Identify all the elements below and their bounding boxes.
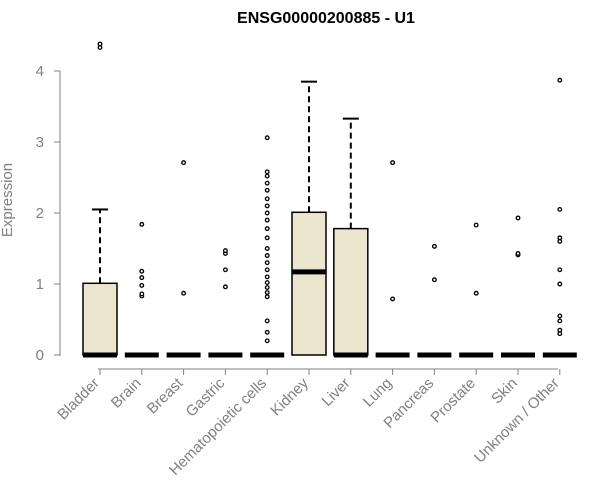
outlier-point (515, 215, 521, 221)
outlier-point (264, 246, 270, 251)
x-tick-label: Bladder (54, 375, 103, 424)
outlier-point (431, 277, 437, 283)
box-skin (501, 215, 535, 358)
outlier-point (139, 282, 145, 288)
outlier-point (264, 253, 270, 259)
x-tick-label: Prostate (427, 375, 479, 427)
outlier-point (264, 169, 270, 175)
outlier-point (264, 196, 270, 202)
y-tick-label: 3 (36, 134, 44, 151)
x-tick-label: Lung (360, 375, 396, 411)
outlier-point (515, 251, 521, 256)
box-kidney (291, 80, 327, 356)
box-breast (166, 160, 201, 358)
box-gastric (208, 248, 243, 358)
outlier-point (264, 290, 270, 295)
outlier-point (139, 268, 145, 274)
outlier-point (390, 296, 396, 302)
outlier-point (557, 206, 563, 212)
chart-title: ENSG00000200885 - U1 (237, 10, 415, 27)
outlier-point (473, 222, 479, 228)
outlier-point (264, 135, 270, 141)
box-prostate (459, 222, 494, 358)
outlier-point (264, 294, 270, 300)
outlier-point (264, 210, 270, 216)
x-tick-label: Kidney (267, 374, 312, 419)
box-body (333, 227, 369, 356)
y-tick-label: 0 (36, 347, 44, 364)
outlier-point (264, 235, 270, 241)
outlier-point (264, 217, 270, 223)
box-brain (124, 221, 159, 358)
outlier-point (139, 275, 145, 281)
box-pancreas (417, 243, 452, 358)
y-axis-ticks: 0 1 2 3 4 (36, 63, 60, 364)
outlier-point (557, 327, 563, 333)
y-axis-title: Expression (0, 163, 16, 237)
outlier-point (139, 291, 145, 297)
outlier-point (264, 267, 270, 273)
outlier-point (264, 285, 270, 290)
outlier-point (181, 290, 187, 296)
box-bladder (82, 41, 118, 358)
box-body (291, 211, 327, 356)
box-lung (375, 160, 410, 358)
outlier-point (264, 173, 270, 179)
outlier-point (264, 280, 270, 286)
outlier-point (264, 274, 270, 280)
box-liver (333, 117, 369, 358)
outlier-point (390, 160, 396, 166)
box-series (82, 41, 577, 358)
y-tick-label: 1 (36, 276, 44, 293)
outlier-point (264, 329, 270, 335)
x-tick-label: Liver (319, 375, 354, 410)
box-body (82, 282, 118, 356)
y-tick-label: 2 (36, 205, 44, 222)
x-tick-label: Skin (488, 375, 521, 408)
outlier-point (557, 281, 563, 287)
outlier-point (222, 267, 228, 273)
outlier-point (264, 180, 270, 186)
outlier-point (264, 203, 270, 209)
outlier-point (222, 248, 228, 254)
box-hematopoietic-cells (250, 135, 285, 358)
outlier-point (264, 260, 270, 266)
x-tick-label: Brain (108, 375, 145, 412)
outlier-point (557, 77, 563, 83)
outlier-point (557, 318, 563, 324)
outlier-point (473, 290, 479, 296)
outlier-point (139, 221, 145, 227)
outlier-point (97, 41, 103, 47)
outlier-point (264, 226, 270, 232)
x-tick-label: Breast (144, 374, 187, 417)
box-unknown-other (542, 77, 577, 358)
outlier-point (264, 338, 270, 344)
outlier-point (222, 284, 228, 290)
outlier-point (557, 235, 563, 241)
outlier-point (431, 243, 437, 249)
y-tick-label: 4 (36, 63, 44, 80)
outlier-point (557, 267, 563, 273)
outlier-point (264, 318, 270, 324)
outlier-point (557, 313, 563, 319)
outlier-point (181, 160, 187, 166)
outlier-point (264, 187, 270, 193)
